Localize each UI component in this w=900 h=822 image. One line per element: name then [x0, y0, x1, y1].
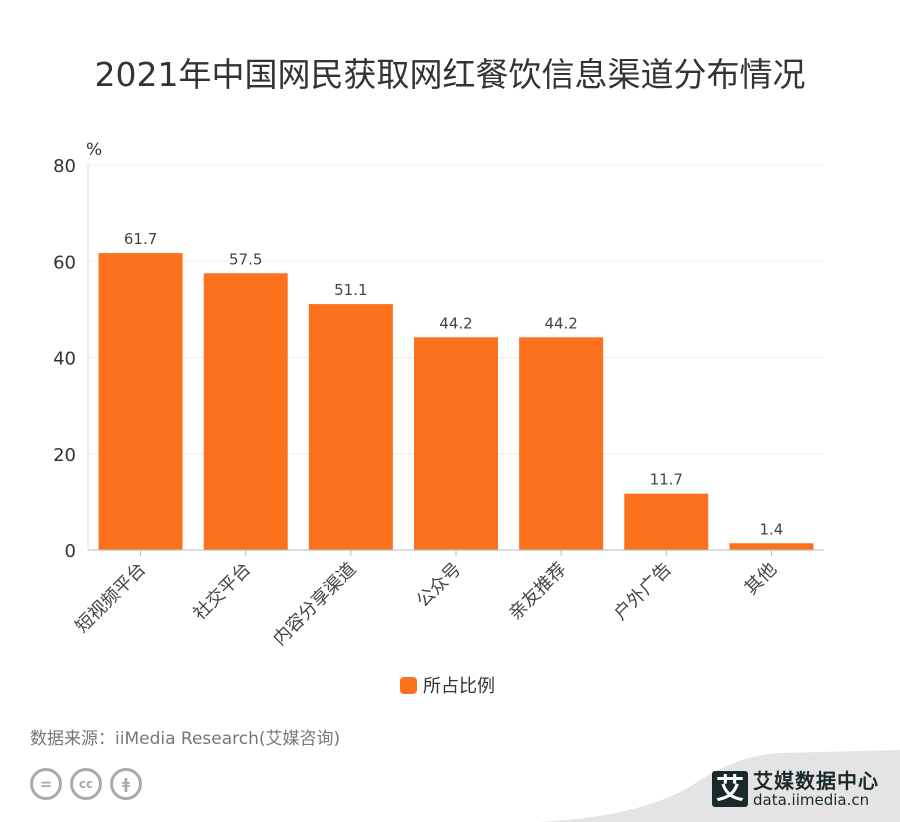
chart-title: 2021年中国网民获取网红餐饮信息渠道分布情况 [94, 55, 806, 94]
nd-license-icon: = [30, 768, 62, 800]
attribution-icon: ǂ [110, 768, 142, 800]
brand-url: data.iimedia.cn [753, 791, 870, 809]
bar [519, 337, 604, 550]
y-tick-label: 60 [53, 252, 76, 273]
data-label: 61.7 [124, 230, 157, 248]
data-label: 44.2 [544, 314, 577, 332]
y-tick-label: 20 [53, 445, 76, 466]
brand-logo: 艾 艾媒数据中心 data.iimedia.cn [712, 770, 879, 808]
x-tick-label: 内容分享渠道 [269, 559, 360, 650]
data-label: 44.2 [439, 314, 472, 332]
data-label: 51.1 [334, 281, 367, 299]
y-tick-label: 0 [65, 541, 76, 562]
x-tick-label: 亲友推荐 [505, 559, 571, 625]
y-axis-unit: % [86, 140, 102, 160]
cc-license-icon: cc [70, 768, 102, 800]
y-tick-label: 40 [53, 349, 76, 370]
bar [624, 493, 709, 550]
bar [203, 273, 288, 550]
bar [729, 543, 814, 550]
bar [98, 253, 183, 550]
data-label: 11.7 [650, 471, 683, 489]
bar [308, 304, 393, 550]
legend-swatch [400, 677, 417, 694]
brand-mark-icon: 艾 [712, 771, 748, 807]
data-label: 1.4 [759, 520, 783, 538]
x-tick-label: 社交平台 [189, 559, 255, 625]
y-tick-label: 80 [53, 156, 76, 177]
x-tick-label: 短视频平台 [72, 559, 150, 637]
bar-chart: 0 20 40 60 80% 61.7 短视频平台 57.5 社交平台 51.1 内容分享渠道 44.… [53, 140, 824, 697]
brand-name: 艾媒数据中心 [753, 769, 879, 793]
data-source: 数据来源：iiMedia Research(艾媒咨询) [30, 729, 341, 749]
legend-label: 所占比例 [423, 676, 495, 697]
x-tick-label: 公众号 [413, 559, 466, 612]
x-tick-label: 户外广告 [610, 559, 676, 625]
x-tick-label: 其他 [741, 559, 781, 599]
bar [414, 337, 498, 550]
data-label: 57.5 [229, 250, 262, 268]
